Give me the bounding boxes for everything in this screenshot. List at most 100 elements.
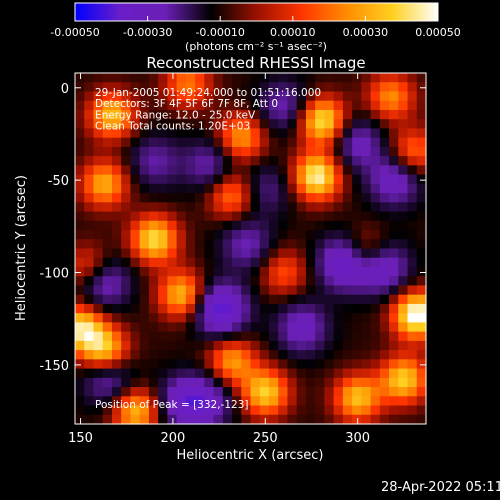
heatmap-cell [204, 331, 215, 342]
heatmap-cell [333, 100, 344, 111]
heatmap-cell [333, 109, 344, 120]
heatmap-cell [167, 414, 178, 425]
heatmap-cell [185, 266, 196, 277]
heatmap-cell [111, 257, 122, 268]
heatmap-cell [305, 414, 316, 425]
heatmap-cell [204, 119, 215, 130]
heatmap-cell [352, 109, 362, 120]
heatmap-cell [287, 387, 298, 397]
heatmap-cell [167, 368, 178, 379]
heatmap-cell [278, 387, 289, 397]
heatmap-cell [333, 322, 344, 333]
heatmap-cell [379, 266, 390, 277]
heatmap-cell [250, 193, 261, 203]
heatmap-cell [370, 109, 381, 120]
heatmap-cell [398, 276, 409, 287]
heatmap-cell [241, 285, 252, 296]
heatmap-cell [278, 100, 289, 111]
heatmap-cell [185, 91, 196, 102]
heatmap-cell [241, 340, 252, 351]
heatmap-cell [232, 248, 242, 259]
heatmap-cell [268, 285, 279, 296]
heatmap-cell [241, 313, 252, 323]
heatmap-cell [241, 377, 252, 388]
heatmap-cell [195, 257, 205, 268]
heatmap-image [75, 73, 427, 425]
heatmap-cell [370, 100, 381, 111]
heatmap-cell [250, 405, 261, 416]
heatmap-cell [361, 396, 372, 407]
heatmap-cell [102, 193, 113, 203]
heatmap-cell [102, 248, 113, 259]
heatmap-cell [93, 377, 104, 388]
heatmap-cell [222, 230, 233, 240]
heatmap-cell [324, 119, 335, 130]
heatmap-cell [361, 165, 372, 176]
heatmap-cell [259, 276, 270, 287]
heatmap-cell [222, 266, 233, 277]
heatmap-cell [84, 146, 95, 157]
heatmap-cell [176, 82, 187, 93]
heatmap-cell [278, 266, 289, 277]
heatmap-cell [352, 137, 362, 148]
heatmap-cell [305, 387, 316, 397]
heatmap-cell [379, 109, 390, 120]
heatmap-cell [259, 109, 270, 120]
heatmap-cell [111, 165, 122, 176]
heatmap-cell [84, 73, 95, 83]
heatmap-cell [204, 350, 215, 360]
heatmap-cell [342, 313, 353, 323]
heatmap-cell [222, 220, 233, 231]
heatmap-cell [93, 82, 104, 93]
heatmap-cell [379, 146, 390, 157]
heatmap-cell [213, 220, 224, 231]
heatmap-cell [130, 82, 141, 93]
heatmap-cell [93, 137, 104, 148]
heatmap-cell [75, 119, 85, 130]
heatmap-cell [324, 368, 335, 379]
heatmap-cell [361, 146, 372, 157]
heatmap-cell [342, 109, 353, 120]
heatmap-cell [222, 165, 233, 176]
heatmap-cell [185, 211, 196, 222]
heatmap-cell [268, 248, 279, 259]
heatmap-cell [148, 91, 159, 102]
heatmap-cell [352, 193, 362, 203]
heatmap-cell [416, 73, 427, 83]
heatmap-cell [148, 109, 159, 120]
heatmap-cell [352, 303, 362, 314]
heatmap-cell [315, 368, 325, 379]
heatmap-cell [195, 165, 205, 176]
heatmap-cell [102, 128, 113, 139]
heatmap-cell [102, 285, 113, 296]
heatmap-cell [352, 331, 362, 342]
heatmap-cell [222, 156, 233, 166]
y-tick-label: -150 [39, 359, 69, 374]
heatmap-cell [342, 211, 353, 222]
heatmap-cell [324, 100, 335, 111]
heatmap-cell [296, 414, 307, 425]
heatmap-cell [342, 183, 353, 194]
heatmap-cell [296, 313, 307, 323]
heatmap-cell [204, 294, 215, 305]
heatmap-cell [204, 368, 215, 379]
heatmap-cell [305, 193, 316, 203]
heatmap-cell [176, 313, 187, 323]
heatmap-cell [324, 193, 335, 203]
y-tick-label: 0 [61, 82, 69, 97]
heatmap-cell [361, 257, 372, 268]
heatmap-cell [130, 220, 141, 231]
heatmap-cell [296, 174, 307, 185]
heatmap-cell [389, 340, 399, 351]
heatmap-cell [158, 128, 168, 139]
heatmap-cell [111, 211, 122, 222]
heatmap-cell [102, 294, 113, 305]
heatmap-cell [195, 239, 205, 250]
heatmap-cell [213, 257, 224, 268]
heatmap-cell [213, 387, 224, 397]
heatmap-cell [185, 156, 196, 166]
heatmap-cell [222, 128, 233, 139]
heatmap-cell [176, 211, 187, 222]
heatmap-cell [305, 230, 316, 240]
heatmap-cell [130, 294, 141, 305]
